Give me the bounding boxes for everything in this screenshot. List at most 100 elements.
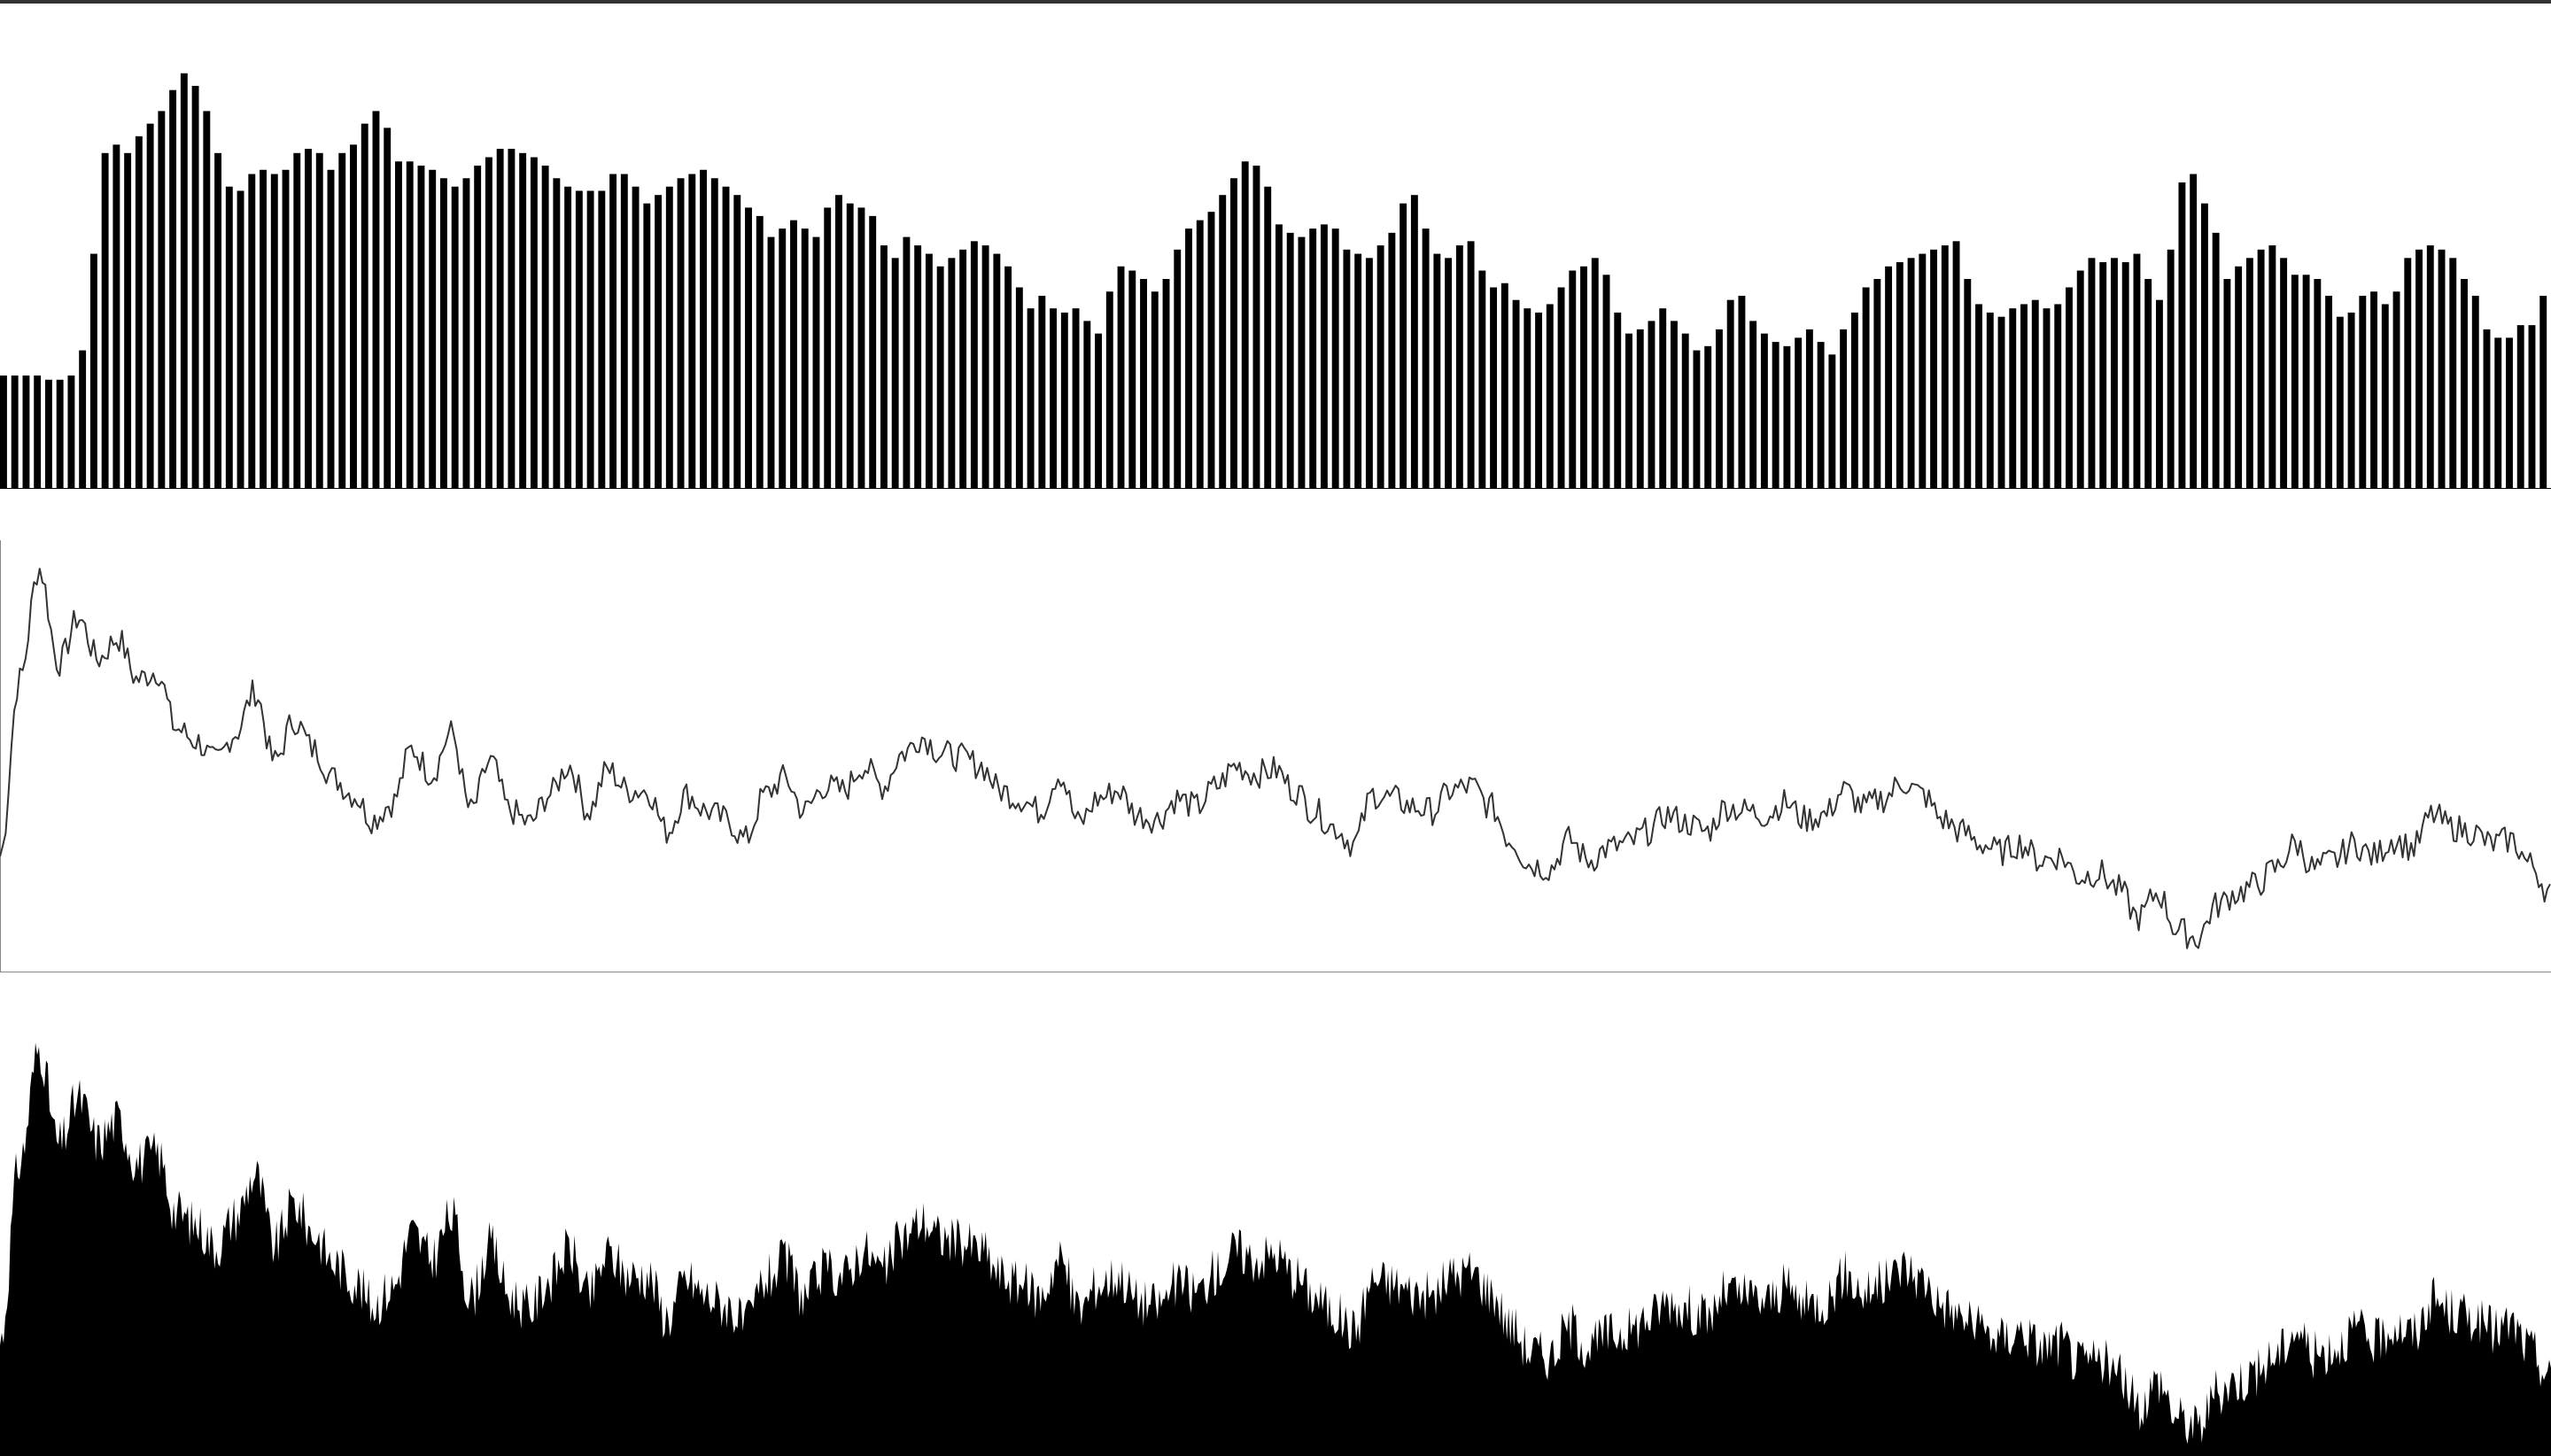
bar [1162, 279, 1170, 489]
bar [1207, 212, 1215, 489]
bar [2506, 337, 2513, 489]
bar [1117, 266, 1125, 489]
bar [710, 178, 718, 489]
bar [2111, 258, 2118, 489]
bar [1964, 279, 1972, 489]
bar [2359, 295, 2367, 489]
bar [1648, 321, 1655, 489]
bar [575, 190, 583, 489]
bar [1738, 295, 1746, 489]
bar [936, 266, 944, 489]
bar [1704, 345, 1712, 489]
bar [2539, 295, 2547, 489]
bar [1500, 283, 1508, 489]
bar [248, 174, 256, 489]
bar [2268, 245, 2276, 489]
bar [2212, 232, 2220, 489]
bar [496, 149, 504, 489]
bar [1264, 186, 1272, 489]
bar [1343, 249, 1351, 489]
bar [2043, 308, 2051, 489]
line-chart [0, 540, 2551, 972]
bar [1850, 312, 1858, 489]
bar [2155, 299, 2163, 489]
bar [1907, 258, 1915, 489]
bar [846, 203, 854, 489]
bar [2235, 266, 2243, 489]
bar [361, 123, 368, 489]
bar [812, 236, 820, 489]
bar [643, 203, 651, 489]
bar [124, 152, 132, 489]
bar [79, 350, 87, 489]
bar [722, 186, 730, 489]
bar [305, 149, 312, 489]
bar [1241, 161, 1249, 489]
bar [1602, 275, 1610, 489]
bar [135, 136, 143, 489]
bar [2190, 174, 2198, 489]
bar [146, 123, 154, 489]
bar [1445, 258, 1453, 489]
area-chart-panel [0, 1018, 2551, 1456]
bar [1952, 241, 1960, 489]
bar [2494, 337, 2502, 489]
bar [1230, 178, 1237, 489]
bar [1546, 304, 1554, 489]
bar [2144, 279, 2152, 489]
bar [338, 152, 346, 489]
bar [2178, 182, 2186, 489]
bar [225, 186, 233, 489]
bar [553, 178, 561, 489]
bar [1930, 249, 1938, 489]
bar [2257, 249, 2265, 489]
bar [2302, 275, 2310, 489]
bar [417, 166, 425, 489]
bar [869, 215, 877, 489]
bar [1580, 266, 1587, 489]
bar [564, 186, 572, 489]
bar [586, 190, 594, 489]
bar [214, 152, 222, 489]
bar [1410, 195, 1418, 489]
bar [1986, 312, 1994, 489]
bar [158, 111, 166, 489]
area-series [0, 1042, 2551, 1456]
bar [801, 228, 809, 489]
bar [2280, 258, 2288, 489]
bar [1298, 236, 1306, 489]
bar [835, 195, 842, 489]
bar [1083, 321, 1091, 489]
bar [2133, 253, 2141, 489]
bar [700, 169, 707, 489]
bar [1659, 308, 1667, 489]
bar [1795, 337, 1803, 489]
bar [1772, 342, 1779, 489]
bar [1726, 299, 1734, 489]
bar [1941, 245, 1949, 489]
bar [2009, 308, 2017, 489]
bar [1873, 279, 1881, 489]
bar [34, 376, 42, 489]
bar [891, 258, 899, 489]
bar [406, 161, 414, 489]
bar [903, 236, 911, 489]
line-series [0, 568, 2551, 949]
bar [733, 195, 741, 489]
bar [395, 161, 402, 489]
bar [1072, 308, 1080, 489]
bar [1185, 228, 1192, 489]
bar [1388, 232, 1396, 489]
bar [2245, 258, 2253, 489]
bar [1252, 166, 1260, 489]
bar [2336, 316, 2344, 489]
bar [1715, 329, 1723, 489]
bar [1490, 287, 1498, 489]
bar [429, 169, 437, 489]
bar [1276, 224, 1283, 489]
bar [2088, 258, 2096, 489]
bar [1760, 333, 1768, 489]
bar [1219, 195, 1227, 489]
bar-series [0, 73, 2547, 489]
bar [767, 236, 775, 489]
